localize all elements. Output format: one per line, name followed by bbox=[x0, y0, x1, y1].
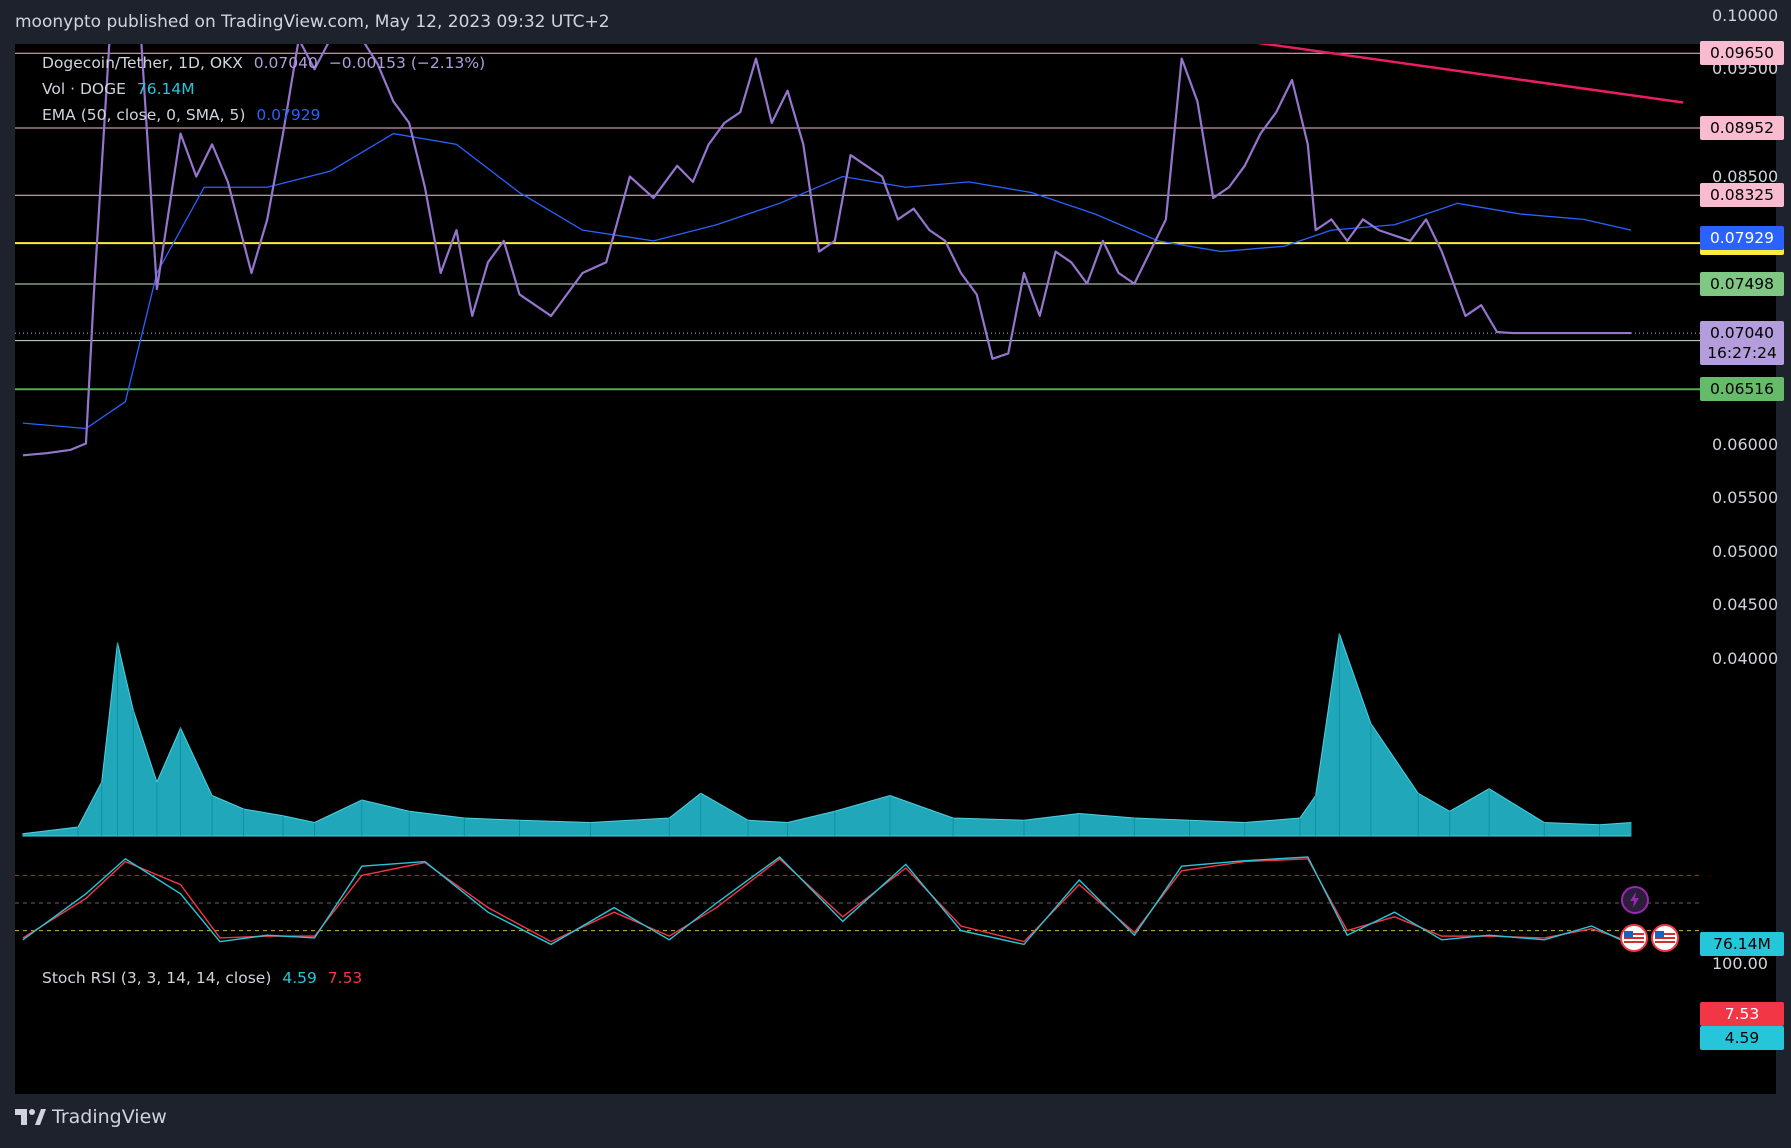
stoch-legend: Stoch RSI (3, 3, 14, 14, close) 4.59 7.5… bbox=[42, 969, 362, 987]
price-label: 0.07040 bbox=[1700, 321, 1784, 346]
level-price-label: 0.08325 bbox=[1700, 183, 1784, 208]
volume-label: Vol · DOGE bbox=[42, 80, 126, 98]
level-price-label: 0.09650 bbox=[1700, 41, 1784, 66]
tradingview-logo-icon bbox=[15, 1107, 46, 1127]
price-chart-svg[interactable] bbox=[15, 44, 1776, 1094]
price-axis-tick: 0.04500 bbox=[1712, 595, 1779, 615]
symbol-label: Dogecoin/Tether, 1D, OKX bbox=[42, 54, 243, 72]
stoch-d-line bbox=[22, 857, 1632, 943]
level-price-label: 0.06516 bbox=[1700, 377, 1784, 402]
level-price-label: 0.08952 bbox=[1700, 116, 1784, 141]
chart-area[interactable]: Dogecoin/Tether, 1D, OKX 0.07040 −0.0015… bbox=[15, 6, 1784, 1126]
stoch-k-value: 4.59 bbox=[282, 969, 317, 987]
publish-text: moonypto published on TradingView.com, M… bbox=[15, 12, 610, 32]
descending-trendline bbox=[1257, 44, 1684, 104]
ema-line bbox=[22, 132, 1632, 430]
us-flag-icon[interactable] bbox=[1651, 924, 1679, 952]
price-label: 16:27:24 bbox=[1700, 341, 1784, 366]
stoch-d-label: 7.53 bbox=[1700, 1002, 1784, 1026]
price-axis-tick: 0.06000 bbox=[1712, 434, 1779, 454]
stoch-top-label: 100.00 bbox=[1712, 954, 1768, 973]
ema-legend: EMA (50, close, 0, SMA, 5) 0.07929 bbox=[42, 106, 320, 124]
tradingview-logo[interactable]: TradingView bbox=[15, 1106, 167, 1128]
volume-value: 76.14M bbox=[136, 80, 195, 98]
footer: TradingView bbox=[0, 1094, 1791, 1148]
stoch-label: Stoch RSI (3, 3, 14, 14, close) bbox=[42, 969, 272, 987]
price-axis-tick: 0.05500 bbox=[1712, 488, 1779, 508]
lightning-icon[interactable] bbox=[1621, 886, 1649, 914]
tradingview-brand: TradingView bbox=[52, 1106, 167, 1128]
stoch-d-value: 7.53 bbox=[327, 969, 363, 987]
stoch-k-label: 4.59 bbox=[1700, 1026, 1784, 1050]
us-flag-icon[interactable] bbox=[1620, 924, 1648, 952]
price-label: 0.07929 bbox=[1700, 225, 1784, 250]
price-axis-tick: 0.10000 bbox=[1712, 5, 1779, 25]
volume-area bbox=[22, 633, 1632, 837]
volume-legend: Vol · DOGE 76.14M bbox=[42, 80, 195, 98]
stoch-k-line bbox=[22, 856, 1632, 946]
ema-value: 0.07929 bbox=[256, 106, 321, 124]
price-line bbox=[22, 44, 1631, 457]
level-price-label: 0.07498 bbox=[1700, 271, 1784, 296]
price-axis-tick: 0.08500 bbox=[1712, 166, 1779, 186]
ema-label: EMA (50, close, 0, SMA, 5) bbox=[42, 106, 246, 124]
price-axis-tick: 0.04000 bbox=[1712, 649, 1779, 669]
volume-last-label: 76.14M bbox=[1700, 932, 1784, 956]
price-axis-tick: 0.05000 bbox=[1712, 541, 1779, 561]
last-price: 0.07040 bbox=[253, 54, 318, 72]
price-change: −0.00153 (−2.13%) bbox=[328, 54, 486, 72]
publish-header: moonypto published on TradingView.com, M… bbox=[0, 0, 1791, 44]
symbol-legend: Dogecoin/Tether, 1D, OKX 0.07040 −0.0015… bbox=[42, 54, 485, 72]
